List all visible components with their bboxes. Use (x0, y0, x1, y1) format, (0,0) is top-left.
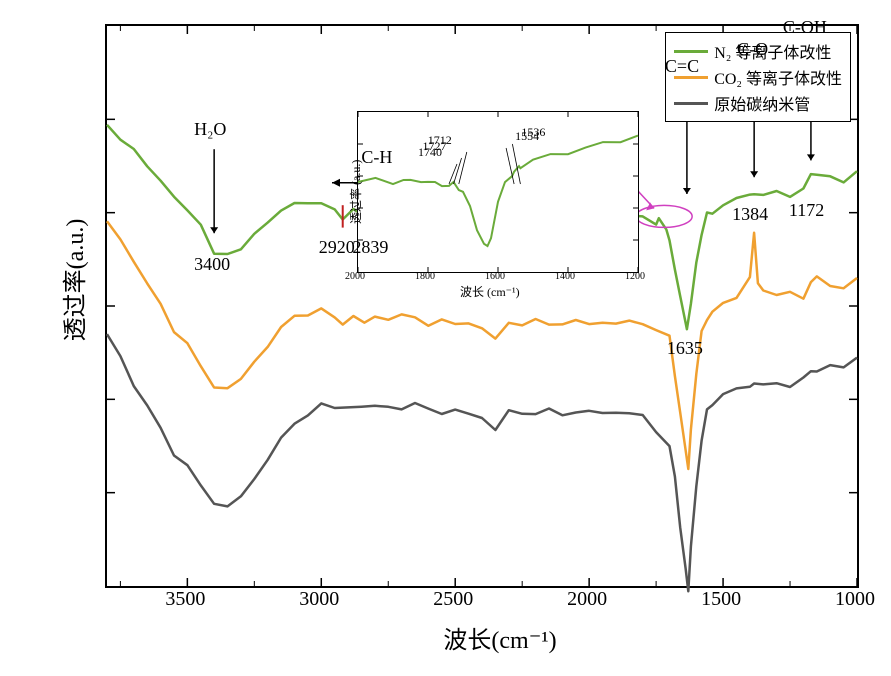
xtick-label: 3500 (165, 588, 205, 611)
inset-ylabel: 透过率 (a.u.) (347, 160, 364, 224)
inset-xtick-label: 1400 (555, 271, 575, 282)
annot-ch-val2: 2839 (352, 237, 388, 258)
annot-coh-label: C-OH (783, 17, 827, 38)
xtick-label: 3000 (299, 588, 339, 611)
annot-cc-label: C=C (665, 56, 699, 77)
annot-h2o-value: 3400 (194, 254, 230, 275)
y-axis-title-text: 透过率(a.u.) (63, 219, 89, 342)
x-axis-title-text: 波长(cm⁻¹) (443, 628, 556, 654)
xtick-label: 2000 (567, 588, 607, 611)
annot-co-value: 1384 (732, 204, 768, 225)
legend-swatch-n2 (674, 50, 708, 53)
inset-xtick-label: 1800 (415, 271, 435, 282)
annot-cc-value: 1635 (667, 338, 703, 359)
legend-entry-co2: CO₂ 等离子体改性 (674, 65, 842, 89)
inset-peak-label: 1712 (428, 133, 452, 148)
annot-co-label: C-O (737, 39, 768, 60)
annot-h2o-label: H₂O (194, 119, 226, 140)
x-axis-title: 波长(cm⁻¹) (380, 620, 620, 655)
legend-label-n2: N₂ 等离子体改性 (714, 39, 831, 63)
inset-xtick-label: 1600 (485, 271, 505, 282)
y-axis-title: 透过率(a.u.) (55, 130, 90, 430)
legend-entry-pristine: 原始碳纳米管 (674, 91, 842, 115)
inset-xtick-label: 2000 (345, 271, 365, 282)
annot-ch-label: C-H (361, 147, 392, 168)
xtick-label: 2500 (433, 588, 473, 611)
legend-swatch-pristine (674, 102, 708, 105)
xtick-label: 1000 (835, 588, 875, 611)
xtick-label: 1500 (701, 588, 741, 611)
inset-xlabel: 波长 (cm⁻¹) (460, 283, 520, 300)
inset-plot-area (357, 111, 639, 273)
legend-label-co2: CO₂ 等离子体改性 (714, 65, 842, 89)
inset-peak-label: 1536 (521, 125, 545, 140)
inset-xtick-label: 1200 (625, 271, 645, 282)
inset-plot-svg (358, 112, 638, 272)
annot-coh-value: 1172 (789, 200, 824, 221)
annot-ch-val1: 2920 (319, 237, 355, 258)
main-plot-area: N₂ 等离子体改性 CO₂ 等离子体改性 原始碳纳米管 (105, 24, 859, 588)
legend-label-pristine: 原始碳纳米管 (714, 91, 810, 115)
